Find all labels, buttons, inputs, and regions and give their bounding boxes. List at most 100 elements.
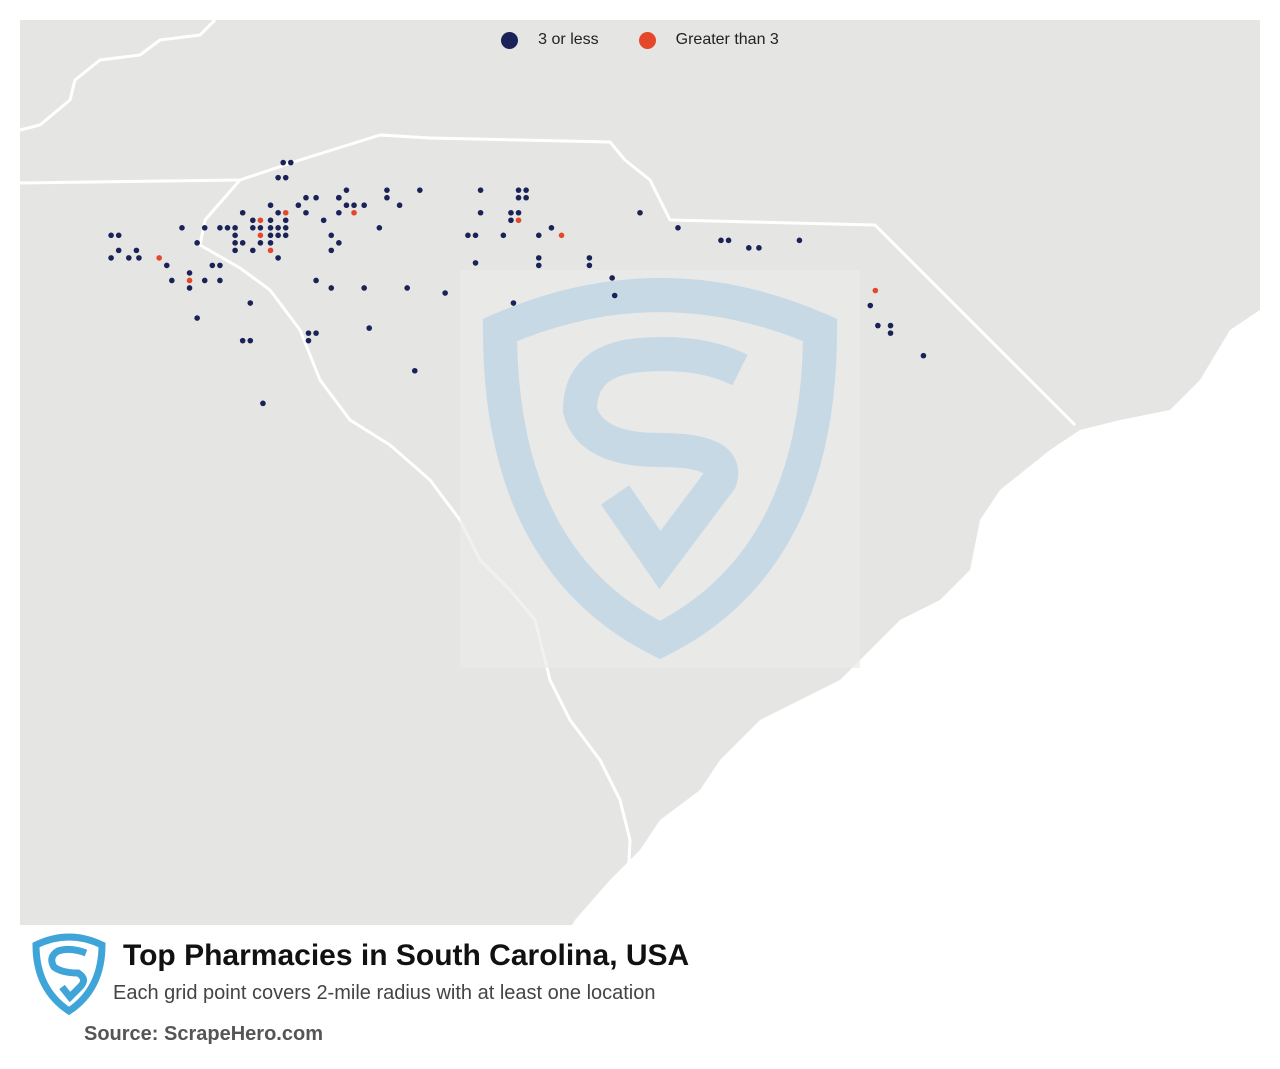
grid-point	[280, 159, 286, 166]
grid-point	[133, 247, 140, 254]
grid-point	[477, 187, 484, 193]
grid-point	[411, 367, 418, 374]
grid-point	[239, 209, 246, 216]
grid-point	[194, 240, 200, 246]
grid-point	[250, 217, 256, 224]
grid-point	[126, 255, 132, 261]
grid-point	[500, 232, 507, 239]
grid-point	[523, 194, 529, 201]
grid-point	[156, 255, 162, 261]
grid-point	[267, 217, 274, 224]
grid-point	[351, 209, 357, 216]
grid-point	[186, 285, 193, 291]
legend-dot-high	[638, 31, 656, 49]
grid-point	[515, 209, 522, 216]
grid-point	[282, 217, 289, 224]
grid-point	[320, 217, 327, 224]
legend-item-high: Greater than 3	[638, 31, 779, 49]
grid-point	[224, 225, 231, 231]
grid-point	[343, 202, 350, 209]
grid-point	[404, 285, 410, 291]
grid-point	[115, 247, 122, 254]
grid-point	[384, 187, 390, 193]
grid-point	[282, 174, 289, 181]
grid-point	[887, 322, 894, 329]
grid-point	[287, 159, 294, 166]
grid-point	[247, 337, 254, 344]
grid-point	[257, 225, 264, 231]
grid-point	[257, 232, 264, 239]
grid-point	[194, 315, 200, 321]
grid-point	[756, 245, 762, 251]
legend-item-low: 3 or less	[501, 31, 599, 49]
grid-point	[384, 194, 390, 201]
grid-point	[163, 262, 170, 269]
grid-point	[239, 240, 246, 246]
grid-point	[328, 285, 335, 291]
nc-border	[19, 133, 1077, 427]
grid-point	[336, 240, 342, 246]
grid-point	[232, 240, 238, 246]
grid-point	[366, 325, 373, 331]
grid-point	[179, 225, 185, 231]
grid-point	[247, 300, 254, 306]
grid-point	[303, 209, 309, 216]
grid-point	[586, 255, 593, 261]
grid-point	[515, 194, 522, 201]
grid-point	[282, 232, 289, 239]
grid-point	[396, 202, 403, 209]
grid-point	[217, 262, 223, 269]
grid-point	[275, 209, 281, 216]
grid-point	[267, 202, 274, 209]
grid-point	[108, 232, 114, 239]
grid-point	[535, 232, 542, 239]
grid-point	[675, 225, 681, 231]
grid-point	[108, 255, 114, 261]
source-label: Source: ScrapeHero.com	[84, 1023, 323, 1045]
grid-point	[232, 247, 238, 254]
grid-point	[209, 262, 216, 269]
legend: 3 or less Greater than 3	[0, 31, 1280, 49]
grid-point	[267, 225, 274, 231]
grid-point	[417, 187, 423, 193]
grid-point	[313, 277, 319, 284]
grid-point	[746, 245, 752, 251]
grid-point	[361, 202, 367, 209]
grid-point	[637, 209, 643, 216]
grid-point	[523, 187, 529, 193]
grid-point	[169, 277, 175, 284]
grid-point	[282, 209, 289, 216]
grid-points	[108, 159, 927, 407]
grid-point	[510, 300, 517, 306]
grid-point	[260, 400, 266, 407]
grid-point	[508, 217, 514, 224]
grid-point	[267, 247, 274, 254]
grid-point	[303, 194, 309, 201]
grid-point	[305, 330, 312, 336]
grid-point	[275, 174, 281, 181]
grid-point	[313, 330, 319, 336]
legend-label-low: 3 or less	[538, 31, 599, 48]
grid-point	[217, 225, 223, 231]
grid-point	[257, 240, 264, 246]
footer: Top Pharmacies in South Carolina, USA Ea…	[0, 925, 1280, 1069]
ocean	[560, 20, 1260, 945]
grid-point	[725, 237, 732, 244]
grid-point	[305, 337, 312, 344]
scrapehero-shield-icon	[32, 933, 106, 1015]
grid-point	[136, 255, 142, 261]
grid-point	[186, 270, 193, 276]
tn-border	[19, 18, 217, 132]
grid-point	[267, 240, 274, 246]
grid-point	[232, 232, 238, 239]
legend-label-high: Greater than 3	[675, 31, 779, 48]
grid-point	[343, 187, 350, 193]
grid-point	[295, 202, 302, 209]
watermark-shield-icon	[460, 270, 860, 668]
grid-point	[611, 292, 618, 299]
grid-point	[558, 232, 565, 239]
grid-point	[872, 287, 879, 294]
grid-point	[186, 277, 193, 284]
grid-point	[361, 285, 367, 291]
